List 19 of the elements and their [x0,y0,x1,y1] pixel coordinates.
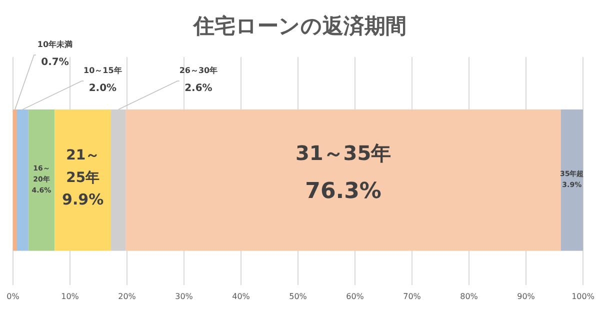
title: 住宅ローンの返済期間 [194,14,406,38]
data-label: 0.7% [41,57,69,68]
data-label: 2.6% [184,83,212,94]
data-label: 76.3% [305,179,382,204]
x-tick-label: 100% [572,292,595,301]
x-tick-label: 60% [346,292,364,301]
x-tick-label: 0% [6,292,20,301]
x-tick-label: 80% [460,292,478,301]
data-label: 9.9% [62,190,104,209]
data-label: 2.0% [88,83,117,94]
x-tick-label: 20% [118,292,136,301]
series-label: 31～35年 [295,141,392,166]
x-tick-label: 70% [403,292,422,301]
x-tick-label: 10% [61,292,80,301]
x-tick-label: 30% [175,292,194,301]
series-label: 21～25年 [66,148,100,186]
x-tick-label: 50% [289,292,308,301]
x-tick-label: 40% [232,292,250,301]
x-tick-label: 90% [517,292,536,301]
